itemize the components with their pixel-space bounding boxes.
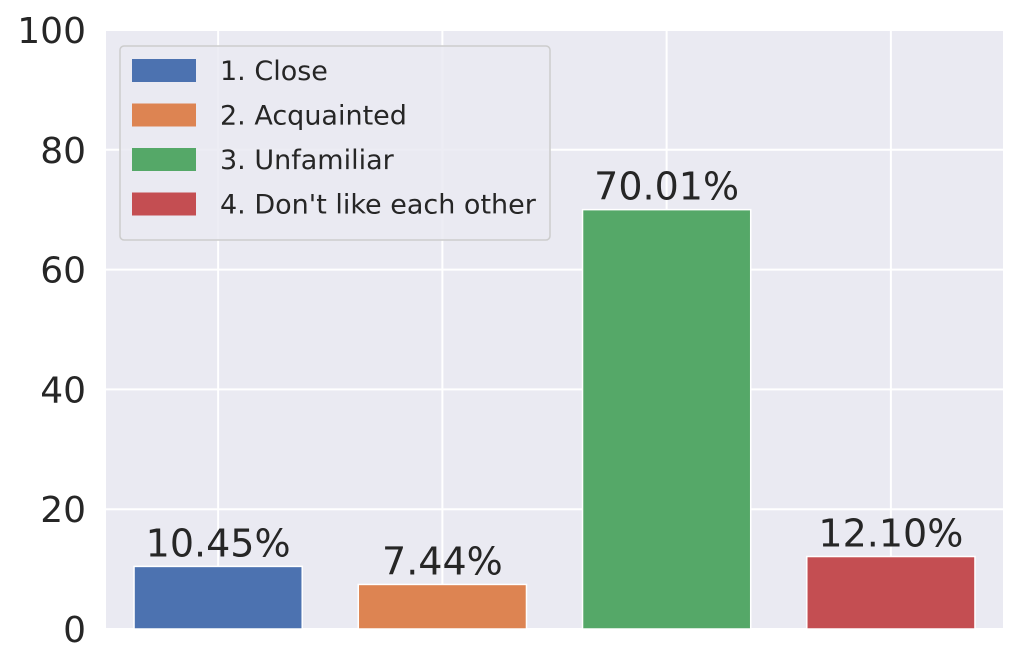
data-label-2: 7.44%: [382, 539, 503, 583]
legend-label-3: 3. Unfamiliar: [220, 145, 395, 176]
legend-label-1: 1. Close: [220, 56, 328, 87]
data-labels: 10.45% 7.44% 70.01% 12.10%: [146, 165, 964, 584]
legend-label-2: 2. Acquainted: [220, 101, 407, 132]
legend-swatch-3: [132, 148, 196, 171]
bar-3: [581, 208, 752, 630]
legend-label-4: 4. Don't like each other: [220, 190, 537, 221]
data-label-1: 10.45%: [146, 521, 291, 565]
data-label-4: 12.10%: [818, 512, 963, 556]
legend-swatch-1: [132, 59, 196, 82]
bar-2: [357, 583, 528, 630]
bars: [133, 208, 976, 630]
bar-1: [133, 565, 303, 630]
y-tick-label-5: 100: [17, 11, 86, 52]
data-label-3: 70.01%: [594, 165, 739, 209]
y-tick-label-0: 0: [63, 610, 86, 651]
y-tick-label-4: 80: [40, 131, 86, 172]
y-tick-label-1: 20: [40, 490, 86, 531]
y-tick-label-3: 60: [40, 251, 86, 292]
bar-4: [806, 555, 976, 630]
y-tick-label-2: 40: [40, 370, 86, 411]
legend-swatch-4: [132, 192, 196, 216]
legend-box: [119, 45, 551, 241]
y-tick-labels: 0 20 40 60 80 100: [17, 11, 86, 651]
legend-swatch-2: [132, 103, 196, 127]
legend: 1. Close 2. Acquainted 3. Unfamiliar 4. Don…: [119, 45, 551, 241]
